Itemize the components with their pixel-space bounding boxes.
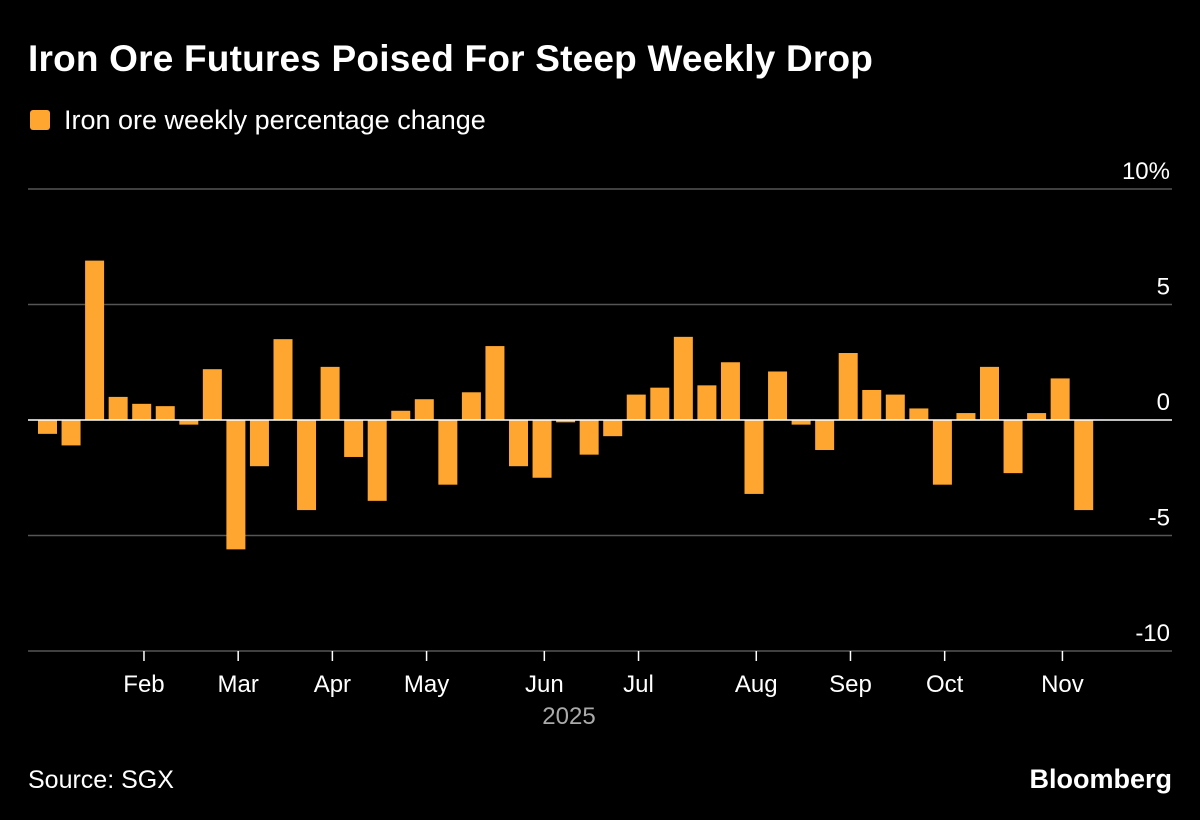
x-tick-label: Apr bbox=[314, 671, 351, 698]
bar bbox=[556, 420, 576, 423]
x-tick-label: Jul bbox=[623, 671, 654, 698]
bar bbox=[791, 420, 811, 425]
x-tick-label: Oct bbox=[926, 671, 964, 698]
x-tick-label: Aug bbox=[735, 671, 778, 698]
bar bbox=[202, 369, 222, 420]
bar bbox=[509, 420, 528, 467]
bar bbox=[532, 420, 552, 478]
bar bbox=[108, 396, 128, 420]
bar bbox=[485, 346, 505, 420]
year-label: 2025 bbox=[542, 703, 595, 730]
bar bbox=[1050, 378, 1070, 420]
bar bbox=[909, 408, 929, 420]
bar bbox=[226, 420, 246, 550]
bar bbox=[932, 420, 952, 485]
bar bbox=[1003, 420, 1023, 474]
bar bbox=[61, 420, 81, 446]
bar bbox=[38, 420, 57, 434]
y-tick-label: 10% bbox=[1122, 158, 1170, 185]
bar bbox=[626, 394, 646, 420]
x-tick-label: Feb bbox=[123, 671, 164, 698]
bar bbox=[956, 413, 976, 420]
bar bbox=[273, 339, 293, 420]
bar bbox=[838, 353, 858, 420]
bar bbox=[885, 394, 905, 420]
bar bbox=[391, 410, 411, 420]
chart-title: Iron Ore Futures Poised For Steep Weekly… bbox=[28, 38, 874, 79]
bar bbox=[862, 389, 882, 420]
bar bbox=[697, 385, 717, 420]
bar bbox=[344, 420, 364, 457]
bar bbox=[720, 362, 740, 420]
bar bbox=[155, 406, 175, 420]
bar bbox=[438, 420, 458, 485]
bar bbox=[673, 336, 693, 420]
bar bbox=[980, 366, 999, 420]
bar bbox=[815, 420, 835, 451]
bar bbox=[1027, 413, 1047, 420]
bar bbox=[768, 371, 788, 420]
bar bbox=[579, 420, 599, 455]
bar bbox=[179, 420, 199, 425]
bar bbox=[461, 392, 481, 420]
bar bbox=[297, 420, 317, 511]
bar bbox=[1074, 420, 1094, 511]
bar bbox=[603, 420, 623, 437]
bar bbox=[414, 399, 434, 420]
y-tick-label: -10 bbox=[1135, 620, 1170, 647]
y-tick-label: 0 bbox=[1157, 389, 1170, 416]
bar bbox=[367, 420, 387, 501]
legend: Iron ore weekly percentage change bbox=[30, 104, 486, 136]
x-tick-label: Jun bbox=[525, 671, 564, 698]
legend-swatch bbox=[30, 110, 50, 130]
bar bbox=[85, 260, 105, 420]
bar bbox=[744, 420, 764, 494]
bar bbox=[320, 366, 340, 420]
bar bbox=[132, 403, 152, 420]
x-tick-label: Sep bbox=[829, 671, 872, 698]
bar bbox=[650, 387, 670, 420]
x-tick-label: May bbox=[404, 671, 449, 698]
x-tick-label: Nov bbox=[1041, 671, 1084, 698]
bar bbox=[249, 420, 269, 467]
x-tick-label: Mar bbox=[218, 671, 259, 698]
y-tick-label: 5 bbox=[1157, 274, 1170, 301]
source-note: Source: SGX bbox=[28, 766, 174, 794]
y-tick-label: -5 bbox=[1149, 505, 1170, 532]
legend-label: Iron ore weekly percentage change bbox=[64, 104, 486, 135]
brand-logo: Bloomberg bbox=[1029, 764, 1172, 794]
